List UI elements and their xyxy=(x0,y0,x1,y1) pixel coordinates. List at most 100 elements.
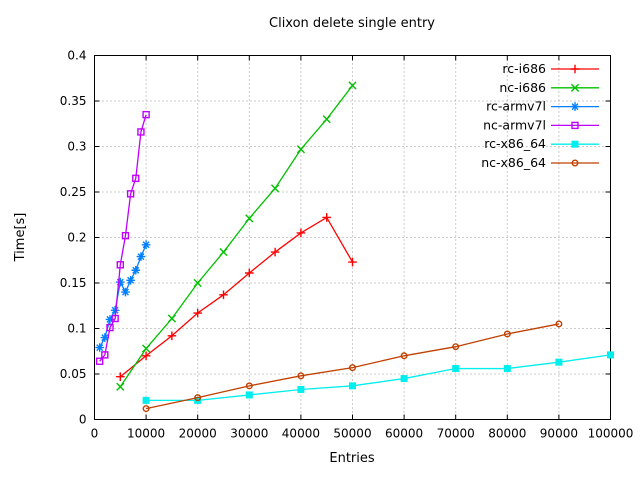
x-tick-label: 70000 xyxy=(437,427,475,441)
times-marker xyxy=(193,278,202,288)
times-marker xyxy=(271,184,280,193)
circle-open-marker xyxy=(452,343,460,351)
y-tick-label: 0 xyxy=(79,413,87,427)
asterisk-marker xyxy=(142,241,150,249)
circle-open-marker xyxy=(142,405,150,413)
square-open-marker xyxy=(571,121,579,130)
circle-open-marker xyxy=(555,320,563,328)
y-tick-label: 0.05 xyxy=(60,367,87,381)
times-marker xyxy=(116,382,125,391)
y-axis-label: Time[s] xyxy=(13,213,28,263)
square-filled-marker xyxy=(555,358,563,366)
x-tick-label: 0 xyxy=(91,427,99,441)
circle-open-marker xyxy=(297,372,305,380)
times-marker xyxy=(167,314,176,323)
x-axis-label: Entries xyxy=(329,451,375,466)
x-tick-label: 30000 xyxy=(230,427,268,441)
times-marker xyxy=(245,214,254,223)
plus-marker xyxy=(570,64,580,74)
circle-open-marker xyxy=(245,382,253,390)
square-open-marker xyxy=(95,357,104,365)
square-open-marker xyxy=(132,174,140,183)
legend-label-rc-armv7l: rc-armv7l xyxy=(486,99,546,114)
plus-marker xyxy=(245,268,254,278)
legend-label-rc-i686: rc-i686 xyxy=(502,61,546,76)
circle-open-marker xyxy=(349,364,357,372)
plus-marker xyxy=(270,247,280,257)
plus-marker xyxy=(219,290,228,300)
circle-open-marker xyxy=(571,159,579,167)
asterisk-marker xyxy=(96,344,104,352)
y-tick-label: 0.3 xyxy=(67,140,86,154)
square-open-marker xyxy=(137,128,145,136)
series-line-rc-x86_64 xyxy=(146,354,611,402)
x-tick-label: 60000 xyxy=(385,427,423,441)
square-open-marker xyxy=(121,231,130,240)
series-line-nc-i686 xyxy=(119,85,354,388)
plus-marker xyxy=(193,308,202,318)
square-filled-marker xyxy=(297,385,305,393)
asterisk-marker xyxy=(121,288,129,296)
times-marker xyxy=(348,81,357,90)
times-marker xyxy=(219,247,228,257)
asterisk-marker xyxy=(137,253,145,261)
series-line-nc-armv7l xyxy=(99,114,147,362)
plus-marker xyxy=(296,228,306,238)
asterisk-marker xyxy=(571,103,579,111)
square-open-marker xyxy=(111,314,119,323)
square-open-marker xyxy=(101,351,109,359)
series-line-rc-armv7l xyxy=(99,244,147,348)
plus-marker xyxy=(348,257,357,267)
times-marker xyxy=(570,83,580,92)
y-tick-label: 0.4 xyxy=(67,49,86,63)
legend-label-nc-x86_64: nc-x86_64 xyxy=(481,155,546,170)
series-line-nc-x86_64 xyxy=(145,323,560,410)
times-marker xyxy=(322,115,331,124)
square-filled-marker xyxy=(571,140,579,148)
square-filled-marker xyxy=(349,382,356,390)
x-tick-label: 40000 xyxy=(282,427,320,441)
square-filled-marker xyxy=(400,375,408,383)
square-open-marker xyxy=(142,110,150,119)
legend-label-nc-i686: nc-i686 xyxy=(499,80,546,95)
x-tick-label: 50000 xyxy=(333,427,371,441)
asterisk-marker xyxy=(127,276,135,284)
asterisk-marker xyxy=(111,306,119,314)
asterisk-marker xyxy=(101,334,109,342)
square-open-marker xyxy=(116,261,125,269)
x-tick-label: 90000 xyxy=(540,427,578,441)
plus-marker xyxy=(141,351,151,361)
plot-area: 0 10000 20000 30000 40000 50000 60000 70000 8000… xyxy=(60,49,634,441)
chart-title: Clixon delete single entry xyxy=(269,16,435,31)
y-tick-label: 0.15 xyxy=(60,276,87,290)
y-tick-label: 0.1 xyxy=(67,322,86,336)
square-open-marker xyxy=(126,190,135,198)
legend-label-rc-x86_64: rc-x86_64 xyxy=(484,136,546,151)
series-line-rc-i686 xyxy=(119,216,354,378)
circle-open-marker xyxy=(194,394,202,402)
plus-marker xyxy=(167,331,177,341)
plus-marker xyxy=(116,372,125,382)
plus-marker xyxy=(322,213,331,222)
circle-open-marker xyxy=(400,352,408,360)
square-open-marker xyxy=(106,323,114,332)
square-filled-marker xyxy=(607,351,614,359)
times-marker xyxy=(296,145,305,154)
square-filled-marker xyxy=(245,391,253,399)
asterisk-marker xyxy=(132,266,140,274)
x-tick-label: 20000 xyxy=(179,427,217,441)
y-tick-label: 0.35 xyxy=(60,94,87,108)
times-marker xyxy=(142,344,151,353)
legend-label-nc-armv7l: nc-armv7l xyxy=(483,117,546,132)
x-tick-label: 10000 xyxy=(127,427,165,441)
x-tick-label: 100000 xyxy=(588,427,634,441)
square-filled-marker xyxy=(503,365,511,373)
square-filled-marker xyxy=(142,396,150,404)
circle-open-marker xyxy=(503,330,511,338)
x-tick-label: 80000 xyxy=(488,427,526,441)
y-tick-label: 0.25 xyxy=(60,185,87,199)
y-tick-label: 0.2 xyxy=(67,231,86,245)
square-filled-marker xyxy=(452,365,460,373)
